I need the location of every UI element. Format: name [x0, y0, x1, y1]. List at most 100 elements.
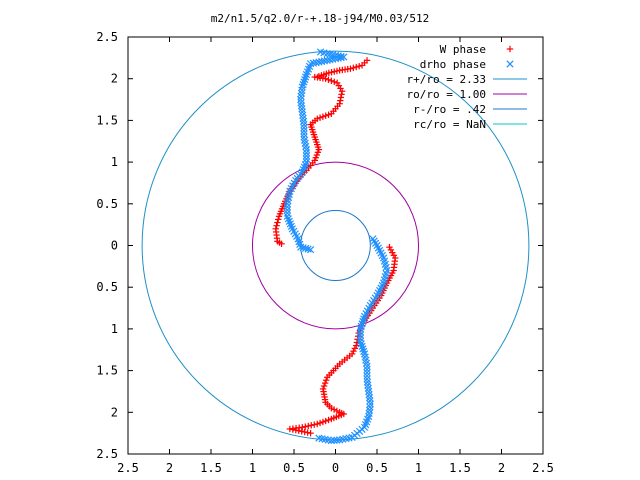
data-point: [358, 320, 366, 328]
data-point: [358, 342, 366, 351]
data-point: [299, 80, 307, 89]
data-point: [326, 50, 334, 58]
y-tick-label: 2: [111, 72, 118, 86]
y-tick-label: 2.5: [96, 447, 118, 461]
data-point: [322, 112, 329, 119]
series-1-points: [283, 48, 391, 445]
data-point: [302, 423, 309, 430]
data-point: [305, 422, 312, 430]
data-point: [328, 110, 335, 117]
x-tick-label: 2.5: [117, 461, 139, 475]
data-point: [357, 322, 365, 331]
data-point: [356, 325, 365, 333]
data-point: [325, 76, 332, 83]
data-point: [337, 97, 344, 104]
data-point: [283, 203, 291, 211]
data-point: [304, 245, 312, 253]
data-point: [350, 64, 357, 72]
legend-marker: [506, 45, 514, 53]
y-tick-label: 0: [111, 239, 118, 253]
x-tick-label: 0.5: [283, 461, 305, 475]
data-point: [302, 155, 311, 163]
data-point: [283, 200, 291, 208]
data-point: [325, 111, 332, 118]
legend-label: rc/ro = NaN: [413, 118, 486, 131]
data-point: [300, 130, 308, 138]
legend: W phase drho phase r+/ro = 2.33 ro/ro = 1.0…: [407, 43, 527, 131]
data-point: [322, 75, 329, 82]
data-point: [312, 58, 320, 67]
data-point: [319, 418, 327, 426]
y-tick-label: 0.5: [96, 280, 118, 294]
data-point: [326, 56, 334, 64]
y-tick-labels: 2.5 2 1.5 1 0.5 0 0.5 1 1.5 2 2.5: [96, 30, 118, 461]
data-point: [301, 73, 310, 81]
data-point: [360, 315, 368, 323]
data-point: [350, 347, 357, 355]
data-point: [274, 219, 281, 226]
data-point: [315, 434, 323, 442]
data-point: [358, 62, 366, 69]
data-point: [356, 328, 365, 336]
y-tick-label: 0.5: [96, 197, 118, 211]
data-point: [340, 53, 348, 61]
data-point: [355, 62, 363, 70]
data-point: [315, 58, 323, 66]
data-point: [360, 347, 368, 356]
data-point: [360, 312, 369, 321]
reference-circle-3: [252, 161, 419, 330]
data-point: [328, 404, 335, 412]
data-point: [363, 372, 371, 380]
data-point: [359, 317, 367, 326]
axis-ticks: [127, 36, 544, 455]
data-point: [319, 113, 327, 120]
reference-circle-4: [300, 209, 371, 282]
x-tick-label: 2: [166, 461, 173, 475]
data-point: [357, 340, 365, 348]
data-point: [283, 209, 291, 217]
data-point: [353, 63, 360, 71]
data-point: [320, 382, 328, 390]
legend-label: W phase: [440, 43, 486, 56]
data-point: [359, 345, 367, 353]
data-point: [330, 406, 338, 413]
data-point: [353, 342, 360, 349]
data-point: [333, 407, 341, 415]
data-point: [322, 417, 329, 425]
data-point: [302, 70, 311, 79]
data-point: [338, 88, 346, 95]
data-point: [300, 78, 308, 86]
x-tick-label: 1.5: [200, 461, 222, 475]
data-point: [328, 77, 335, 84]
data-point: [356, 337, 365, 346]
data-point: [337, 53, 345, 62]
y-tick-label: 1.5: [96, 113, 118, 127]
data-point: [323, 56, 331, 64]
data-point: [314, 420, 321, 428]
x-tick-label: 2: [498, 461, 505, 475]
data-point: [356, 331, 365, 339]
y-tick-label: 1.5: [96, 364, 118, 378]
legend-label: drho phase: [420, 58, 486, 71]
data-point: [306, 246, 315, 254]
data-point: [363, 362, 371, 371]
data-point: [300, 124, 308, 132]
x-tick-label: 1.5: [449, 461, 471, 475]
data-point: [278, 240, 285, 248]
data-point: [308, 422, 315, 429]
data-point: [331, 78, 338, 86]
y-tick-label: 1: [111, 155, 118, 169]
data-point: [301, 75, 309, 84]
data-point: [300, 120, 308, 129]
data-point: [275, 216, 282, 223]
data-point: [311, 421, 318, 428]
x-tick-label: 2.5: [532, 461, 554, 475]
legend-marker: [506, 60, 514, 68]
data-point: [351, 345, 359, 352]
x-tick-labels: 2.5 2 1.5 1 0.5 0 0.5 1 1.5 2 2.5: [117, 461, 554, 475]
data-point: [363, 369, 371, 377]
data-point: [302, 145, 311, 154]
data-point: [324, 374, 331, 381]
legend-label: r+/ro = 2.33: [407, 73, 486, 86]
data-point: [331, 55, 340, 63]
